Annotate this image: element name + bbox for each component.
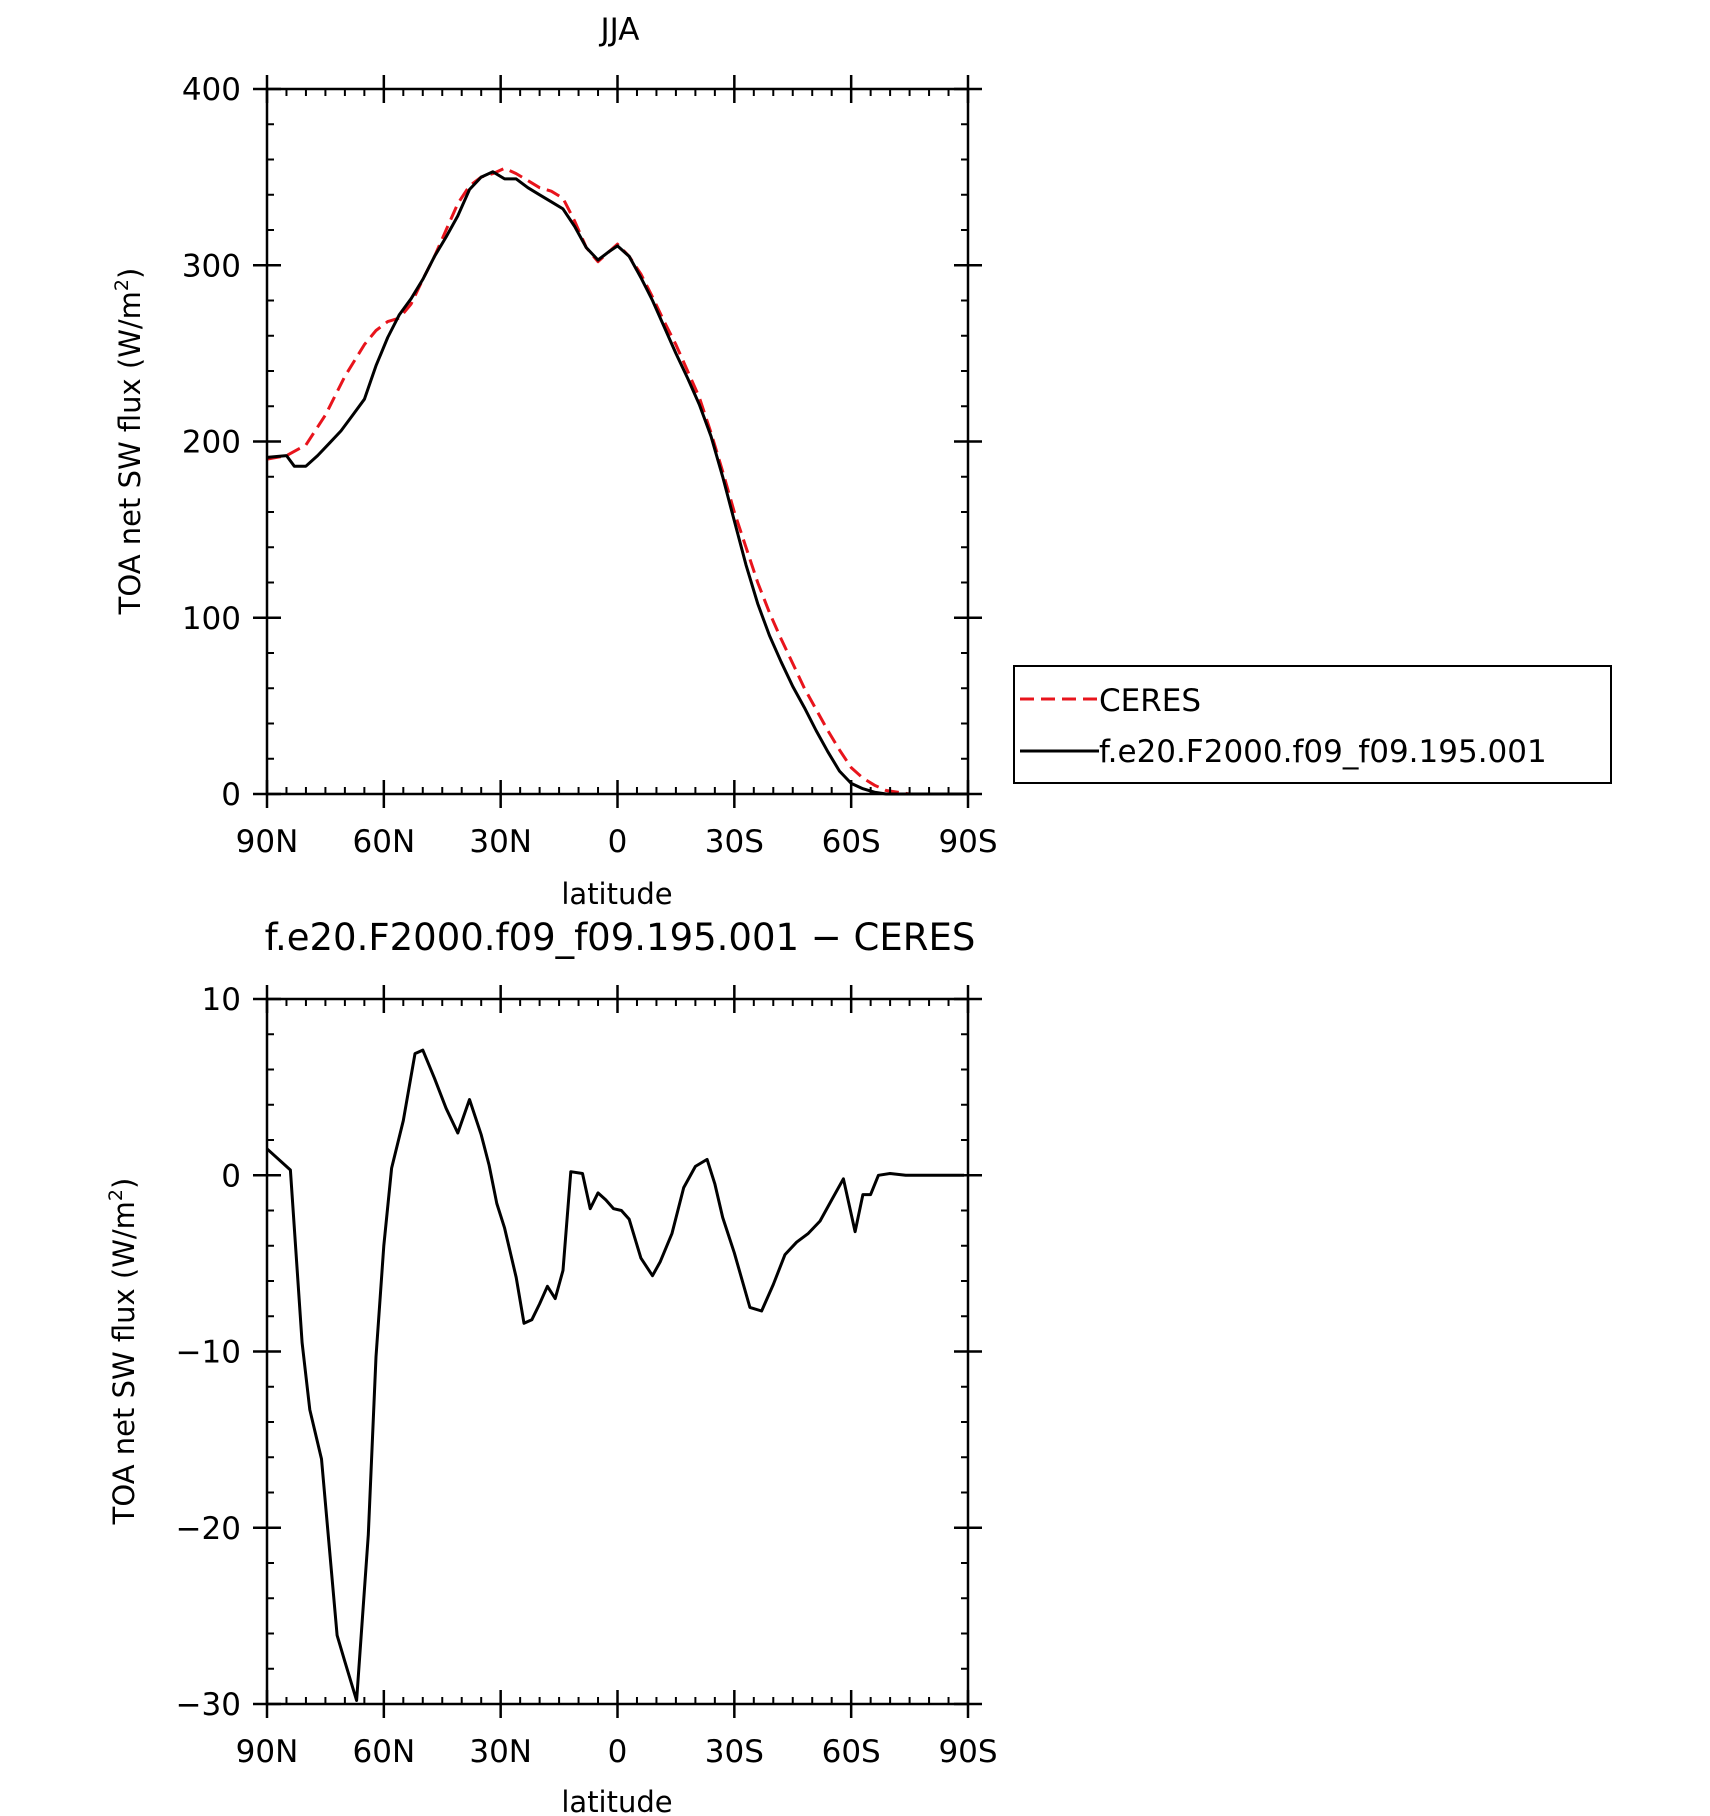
bottom-chart-x-tick-labels: 90N 60N 30N 0 30S 60S 90S [236,1734,998,1770]
x-tick-label: 60S [822,1734,881,1770]
top-chart-series-group [266,166,968,796]
legend-label-model: f.e20.F2000.f09_f09.195.001 [1099,734,1547,770]
x-tick-label: 90S [938,824,997,860]
y-tick-label: 300 [182,248,241,284]
top-chart-y-axis-label: TOA net SW flux (W/m2) [111,268,147,616]
bottom-chart-ticks [253,985,982,1718]
top-chart-x-axis-label: latitude [561,877,672,911]
bottom-chart-x-axis-label: latitude [561,1785,672,1816]
y-tick-label: −30 [176,1687,241,1723]
bottom-chart-title: f.e20.F2000.f09_f09.195.001 − CERES [265,916,976,959]
bottom-chart-y-axis-label-superscript: 2 [105,1189,127,1201]
x-tick-label: 60N [353,824,416,860]
x-tick-label: 0 [608,824,628,860]
y-tick-label: 400 [182,72,241,108]
x-tick-label: 0 [608,1734,628,1770]
y-tick-label: 0 [221,777,241,813]
top-chart-plot-frame [265,87,970,796]
y-tick-label: −10 [176,1335,241,1371]
y-tick-label: 200 [182,425,241,461]
bottom-chart-y-tick-labels: −30 −20 −10 0 10 [176,982,241,1723]
x-tick-label: 90N [236,1734,299,1770]
x-tick-label: 30S [705,1734,764,1770]
bottom-series-line-0 [265,1048,965,1702]
top-chart-y-axis-label-close: ) [113,268,147,279]
legend-label-ceres: CERES [1099,683,1201,719]
x-tick-label: 60S [822,824,881,860]
bottom-chart-y-axis-label-main: TOA net SW flux (W/m [107,1201,141,1525]
bottom-chart-series-group [265,1048,965,1702]
legend-frame [1013,665,1612,784]
x-tick-label: 30S [705,824,764,860]
y-tick-label: 100 [182,601,241,637]
top-chart-legend: CERES f.e20.F2000.f09_f09.195.001 [1013,665,1612,784]
top-chart-x-tick-labels: 90N 60N 30N 0 30S 60S 90S [236,824,998,860]
bottom-chart-plot-frame [265,997,970,1706]
top-chart-y-axis-label-superscript: 2 [111,279,133,291]
y-tick-label: −20 [176,1511,241,1547]
x-tick-label: 90S [938,1734,997,1770]
y-tick-label: 0 [221,1158,241,1194]
top-chart-y-axis-label-main: TOA net SW flux (W/m [113,291,147,615]
y-tick-label: 10 [202,982,241,1018]
top-chart-ticks [253,75,982,808]
top-chart-y-tick-labels: 0 100 200 300 400 [182,72,241,813]
x-tick-label: 60N [353,1734,416,1770]
bottom-chart-panel: f.e20.F2000.f09_f09.195.001 − CERES −30−… [105,916,998,1816]
bottom-chart-y-axis-label: TOA net SW flux (W/m2) [105,1178,141,1526]
top-series-line-ceres [266,166,968,796]
x-tick-label: 30N [469,824,532,860]
top-chart-title: JJA [599,12,640,48]
bottom-chart-y-axis-label-close: ) [107,1178,141,1189]
x-tick-label: 30N [469,1734,532,1770]
x-tick-label: 90N [236,824,299,860]
top-series-line-f-e20-f2000-f09-f09-195-001 [266,170,968,796]
top-chart-panel: JJA 0 100 200 300 400 90N 60N 30N 0 30S 60S 90S la… [111,12,1612,911]
